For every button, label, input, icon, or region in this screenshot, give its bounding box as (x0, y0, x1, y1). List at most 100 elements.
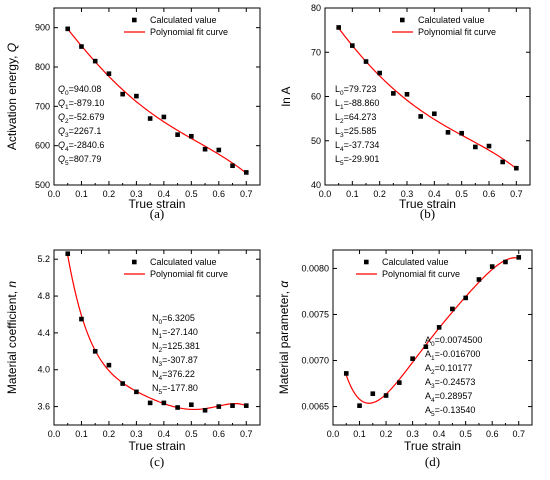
coefficient-subscript: 4 (431, 397, 435, 404)
coefficient-subscript: 3 (65, 132, 69, 139)
x-tick-label: 0.3 (401, 189, 414, 199)
legend-label-fit: Polynomial fit curve (418, 27, 496, 37)
coefficient-subscript: 4 (159, 375, 163, 382)
panel-a: 0.0 0.1 0.2 0.3 0.4 0.5 0.6 0.7 500 600 700 800 900 T… (5, 7, 261, 221)
coefficient-annotation: N5=-177.80 (152, 383, 198, 396)
legend-marker-points (132, 17, 137, 23)
y-tick-label: 4.0 (37, 365, 50, 375)
x-tick-label: 0.5 (185, 429, 198, 439)
y-tick-label: 700 (35, 101, 50, 111)
data-point (486, 143, 492, 149)
x-tick-label: 0.1 (75, 189, 88, 199)
data-point (363, 59, 369, 64)
coefficient-subscript: 5 (65, 160, 69, 167)
data-point (500, 159, 505, 165)
coefficient-annotation: Q4=-2840.6 (58, 140, 104, 153)
y-tick-label: 60 (311, 92, 321, 102)
y-axis-label-text: ln A (279, 86, 293, 106)
y-tick-label: 4.8 (37, 291, 50, 301)
coefficient-value: =2267.1 (69, 126, 102, 136)
y-tick-label: 40 (311, 180, 321, 190)
coefficient-annotation: A2=0.10177 (425, 363, 472, 376)
coefficient-symbol: A (425, 335, 431, 345)
legend-marker-points (400, 17, 405, 23)
x-tick-label: 0.2 (373, 189, 386, 199)
coefficient-subscript: 3 (431, 383, 435, 390)
coefficient-annotation: Q5=807.79 (58, 154, 101, 167)
coefficient-value: =0.28957 (435, 391, 473, 401)
y-axis-label-text: Activation energy, (5, 52, 19, 150)
coefficient-annotation: A5=-0.13540 (425, 405, 475, 418)
panel-label: (d) (425, 454, 440, 469)
legend-label-points: Calculated value (150, 257, 217, 267)
data-point (423, 344, 429, 350)
data-point (357, 403, 362, 408)
y-tick-label: 500 (35, 180, 50, 190)
coefficient-value: =125.381 (162, 341, 200, 351)
coefficient-symbol: A (425, 363, 431, 373)
legend-label-points: Calculated value (382, 257, 449, 267)
x-tick-label: 0.7 (510, 189, 523, 199)
coefficient-subscript: 5 (431, 411, 435, 418)
x-tick-label: 0.2 (380, 429, 393, 439)
data-point (134, 389, 139, 395)
legend: Calculated value Polynomial fit curve (124, 257, 228, 279)
data-point (350, 43, 355, 48)
coefficient-symbol: L (335, 154, 340, 164)
panel-label: (a) (150, 206, 164, 221)
data-point (436, 325, 442, 330)
data-point (216, 404, 222, 409)
y-axis-label: Material parameter, α (277, 280, 291, 395)
coefficient-annotation: L0=79.723 (335, 84, 376, 97)
x-tick-label: 0.6 (486, 429, 499, 439)
x-axis-label: True strain (399, 197, 456, 211)
coefficient-subscript: 0 (65, 90, 69, 97)
coefficient-subscript: 3 (340, 132, 344, 139)
y-axis-label-text: Material coefficient, (5, 288, 19, 395)
legend: Calculated value Polynomial fit curve (124, 15, 228, 37)
data-point (189, 402, 194, 408)
data-point (476, 277, 482, 282)
x-tick-label: 0.4 (433, 429, 446, 439)
coefficient-symbol: L (335, 140, 340, 150)
data-point (175, 405, 180, 410)
coefficient-annotation: L5=-29.901 (335, 154, 379, 167)
x-tick-label: 0.7 (240, 189, 253, 199)
data-point (79, 316, 84, 322)
coefficient-subscript: 1 (340, 104, 344, 111)
data-point (343, 371, 349, 376)
coefficient-symbol: N (152, 369, 159, 379)
coefficient-symbol: N (152, 313, 159, 323)
coefficient-symbol: A (425, 405, 431, 415)
coefficient-subscript: 1 (431, 355, 435, 362)
coefficient-subscript: 0 (431, 341, 435, 348)
coefficient-value: =-52.679 (69, 112, 105, 122)
coefficient-value: =25.585 (344, 126, 377, 136)
panel-label: (b) (420, 206, 435, 221)
coefficient-annotation: L2=64.273 (335, 112, 376, 125)
coefficient-annotation: Q3=2267.1 (58, 126, 101, 139)
y-tick-label: 0.0080 (301, 263, 329, 273)
data-point (516, 255, 522, 260)
coefficient-annotation: A4=0.28957 (425, 391, 472, 404)
coefficient-subscript: 2 (65, 118, 69, 125)
y-tick-label: 50 (311, 136, 321, 146)
data-point (450, 306, 455, 312)
data-point (445, 130, 451, 135)
coefficient-subscript: 5 (159, 389, 163, 396)
coefficient-symbol: Q (58, 84, 65, 94)
plot-frame (53, 249, 261, 426)
coefficient-value: =79.723 (344, 84, 377, 94)
coefficient-value: =-879.10 (69, 98, 105, 108)
data-point (370, 391, 376, 396)
data-point (120, 381, 125, 386)
coefficient-value: =376.22 (162, 369, 195, 379)
data-point (336, 25, 341, 30)
coefficient-symbol: Q (58, 154, 65, 164)
y-axis-label: Material coefficient, n (5, 281, 19, 395)
coefficient-subscript: 0 (340, 90, 344, 97)
coefficient-value: =940.08 (69, 84, 102, 94)
data-point (189, 133, 194, 139)
fit-curve (345, 257, 519, 404)
y-axis-label-symbol: n (5, 281, 19, 288)
